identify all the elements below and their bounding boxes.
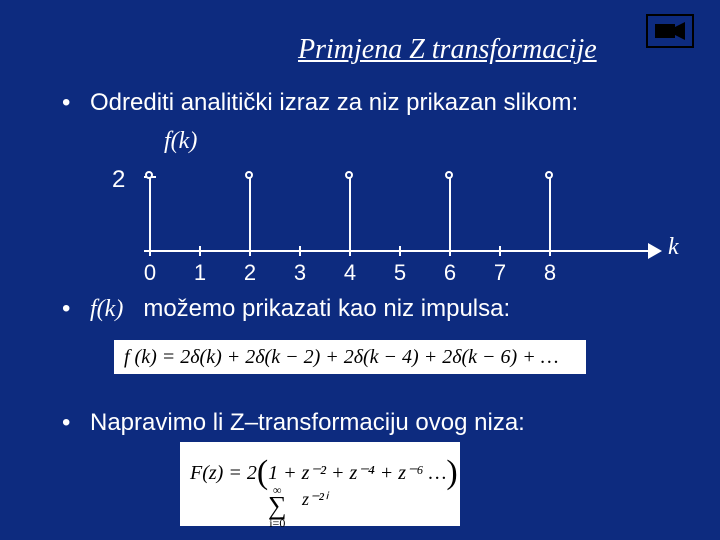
x-tick-label: 6: [430, 260, 470, 286]
x-tick-label: 8: [530, 260, 570, 286]
bullet-dot-icon: •: [62, 408, 70, 438]
x-tick-label: 4: [330, 260, 370, 286]
x-axis-arrow-icon: [648, 243, 662, 259]
bullet-1-text: Odrediti analitički izraz za niz prikaza…: [90, 89, 578, 116]
x-tick-label: 7: [480, 260, 520, 286]
equation-2-line1: F(z) = 2(1 + z⁻² + z⁻⁴ + z⁻⁶ …): [190, 450, 458, 487]
y-axis-label: f(k): [164, 128, 197, 155]
bullet-2-rest: možemo prikazati kao niz impulsa:: [143, 295, 510, 322]
stem-line: [449, 176, 451, 250]
stem-marker: [545, 171, 553, 179]
x-tick-label: 3: [280, 260, 320, 286]
x-tick-label: 0: [130, 260, 170, 286]
sum-term: z⁻²ⁱ: [302, 490, 327, 510]
stem-line: [549, 176, 551, 250]
bullet-dot-icon: •: [62, 294, 70, 324]
eq2-prefix: F(z) = 2: [190, 462, 257, 484]
stem-marker: [345, 171, 353, 179]
bullet-3: • Napravimo li Z–transformaciju ovog niz…: [90, 408, 525, 438]
x-tick-label: 1: [180, 260, 220, 286]
x-axis-label: k: [668, 234, 679, 261]
stem-marker: [245, 171, 253, 179]
equation-1: f (k) = 2δ(k) + 2δ(k − 2) + 2δ(k − 4) + …: [114, 340, 586, 374]
stem-chart: f(k) 2 k 012345678: [120, 124, 660, 284]
x-tick-mark: [499, 246, 501, 256]
stem-line: [249, 176, 251, 250]
sum-lower: i=0: [268, 517, 287, 529]
stem-marker: [145, 171, 153, 179]
x-tick-mark: [399, 246, 401, 256]
bullet-1: • Odrediti analitički izraz za niz prika…: [90, 88, 578, 118]
stem-line: [149, 176, 151, 250]
x-tick-label: 5: [380, 260, 420, 286]
bullet-2: • f(k) možemo prikazati kao niz impulsa:: [90, 294, 510, 324]
bullet-2-text: [130, 295, 143, 322]
stem-marker: [445, 171, 453, 179]
stem-line: [349, 176, 351, 250]
bullet-2-fk: f(k): [90, 296, 123, 322]
bullet-3-text: Napravimo li Z–transformaciju ovog niza:: [90, 409, 525, 436]
camera-icon: [646, 14, 694, 48]
x-tick-mark: [299, 246, 301, 256]
bullet-dot-icon: •: [62, 88, 70, 118]
x-tick-mark: [199, 246, 201, 256]
y-tick-label: 2: [112, 166, 125, 194]
equation-2: F(z) = 2(1 + z⁻² + z⁻⁴ + z⁻⁶ …) ∞ ∑ i=0 …: [180, 442, 460, 526]
eq2-inner: 1 + z⁻² + z⁻⁴ + z⁻⁶ …: [268, 462, 446, 484]
equation-2-sum: ∞ ∑ i=0: [268, 484, 287, 529]
x-tick-label: 2: [230, 260, 270, 286]
sigma-icon: ∑: [268, 496, 287, 517]
slide-title: Primjena Z transformacije: [298, 34, 597, 66]
